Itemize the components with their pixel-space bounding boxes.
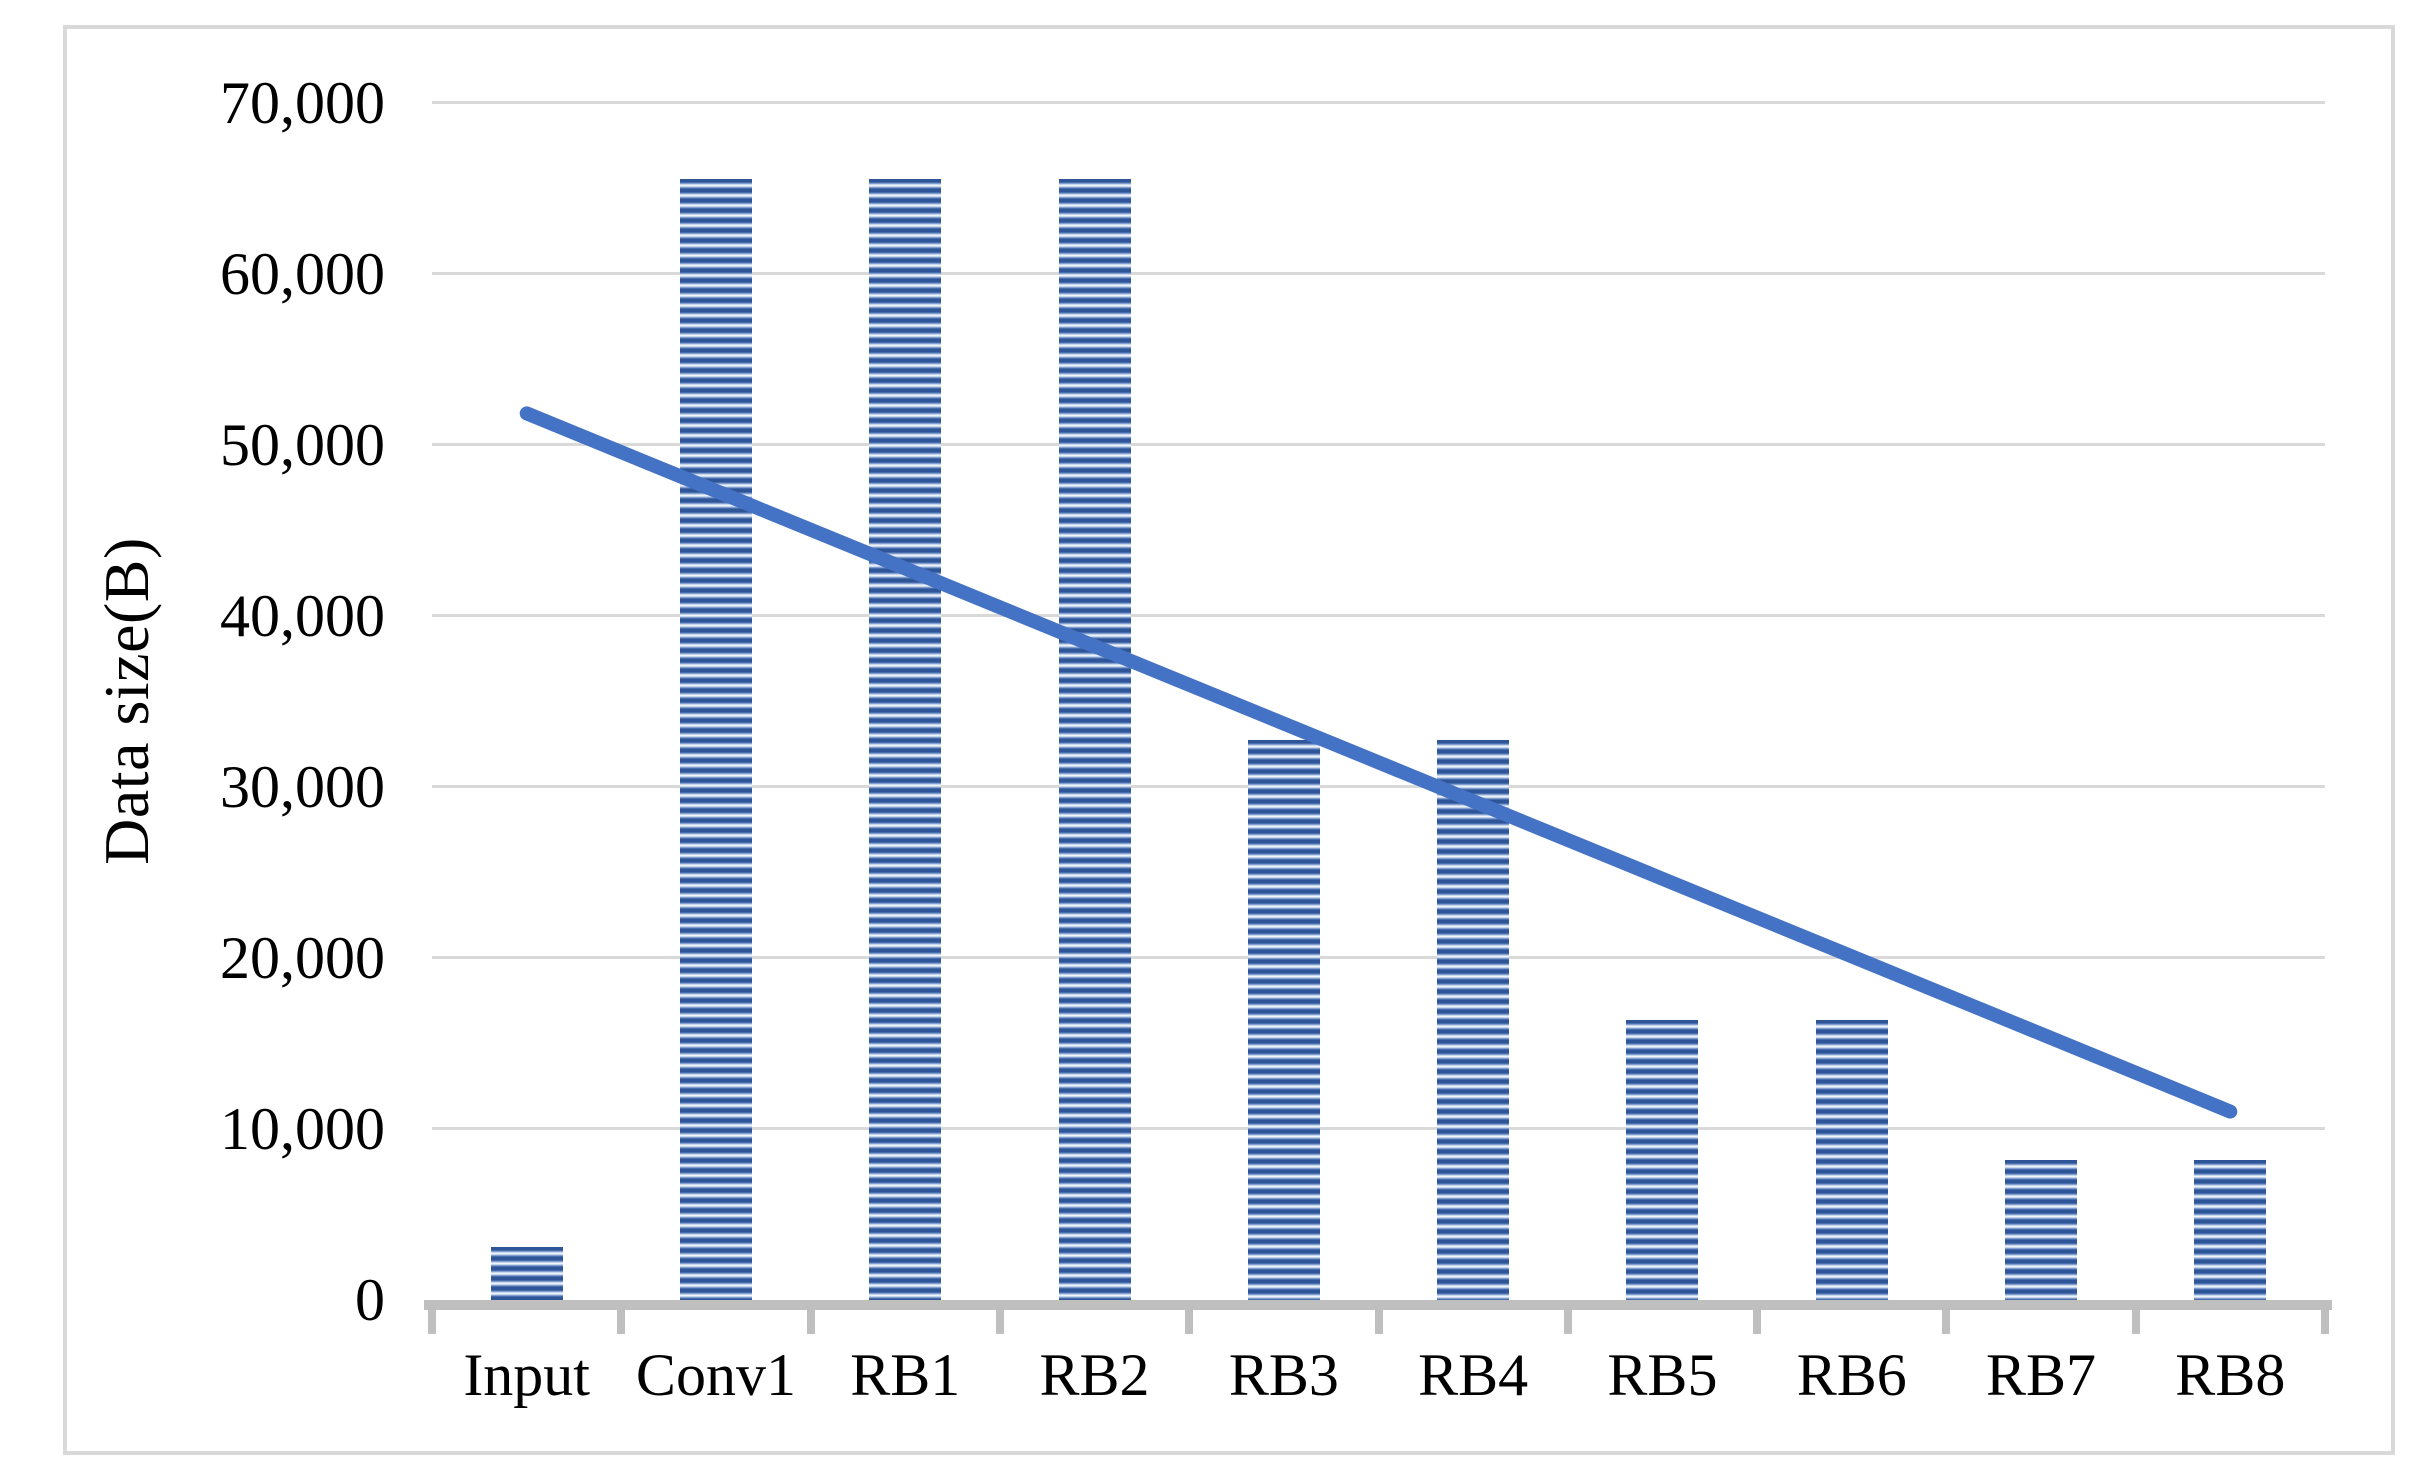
y-tick-label-20,000: 20,000 <box>220 925 385 991</box>
x-axis-tick <box>428 1300 436 1334</box>
x-axis-ticks <box>428 1300 2329 1334</box>
x-tick-label-rb1: RB1 <box>850 1342 961 1408</box>
x-axis-tick <box>1753 1300 1762 1334</box>
y-tick-label-0: 0 <box>355 1267 385 1333</box>
bar-cell-input <box>432 103 621 1300</box>
x-tick-label-rb6: RB6 <box>1796 1342 1907 1408</box>
bar-rb7 <box>2005 1159 2077 1300</box>
x-tick-label-rb8: RB8 <box>2175 1342 2286 1408</box>
bar-cell-rb5 <box>1568 103 1757 1300</box>
y-tick-label-60,000: 60,000 <box>220 240 385 307</box>
bar-cell-rb2 <box>1000 103 1189 1300</box>
x-tick-label-rb4: RB4 <box>1418 1342 1529 1408</box>
x-axis-tick <box>1185 1300 1194 1334</box>
figure-border <box>63 25 2395 1455</box>
gridline-10,000 <box>432 1127 2325 1131</box>
gridlines <box>432 101 2325 1300</box>
bar-cell-rb3 <box>1189 103 1378 1300</box>
bar-cell-rb4 <box>1378 103 1567 1300</box>
x-axis-tick <box>2131 1300 2140 1334</box>
gridline-20,000 <box>432 956 2325 960</box>
x-axis-tick <box>995 1300 1004 1334</box>
bar-rb8 <box>2194 1159 2267 1300</box>
gridline-50,000 <box>432 443 2325 446</box>
bar-cell-rb7 <box>1946 103 2135 1300</box>
x-tick-label-rb3: RB3 <box>1228 1342 1339 1408</box>
bar-conv1 <box>679 179 752 1300</box>
bar-rb5 <box>1626 1019 1699 1300</box>
bar-rb2 <box>1058 179 1131 1300</box>
y-tick-label-10,000: 10,000 <box>220 1096 385 1162</box>
x-tick-label-conv1: Conv1 <box>635 1342 796 1408</box>
gridline-70,000 <box>432 101 2325 104</box>
bar-rb1 <box>869 179 942 1300</box>
y-tick-label-50,000: 50,000 <box>220 411 385 478</box>
y-tick-label-70,000: 70,000 <box>220 70 385 136</box>
bar-rb3 <box>1247 739 1320 1300</box>
y-axis-tick-labels: 0 10,000 20,000 30,000 40,000 50,000 60,000 70,… <box>95 70 385 1333</box>
x-tick-label-rb2: RB2 <box>1039 1342 1150 1408</box>
bar-cell-rb1 <box>811 103 1000 1300</box>
gridline-30,000 <box>432 785 2325 788</box>
bar-cell-rb8 <box>2136 103 2325 1300</box>
gridline-40,000 <box>432 614 2325 618</box>
x-axis-tick-labels: Input Conv1 RB1 RB2 RB3 RB4 RB5 RB6 RB7 RB8 <box>432 1342 2325 1408</box>
bar-cell-conv1 <box>621 103 810 1300</box>
x-tick-label-rb5: RB5 <box>1607 1342 1718 1408</box>
bar-cell-rb6 <box>1757 103 1946 1300</box>
y-tick-label-30,000: 30,000 <box>220 753 385 820</box>
x-axis-tick <box>1563 1300 1572 1334</box>
x-tick-label-rb7: RB7 <box>1986 1342 2097 1408</box>
x-axis-tick <box>617 1300 626 1334</box>
x-tick-label-input: Input <box>463 1342 590 1408</box>
plot-area <box>432 101 2325 1300</box>
x-axis-tick <box>806 1300 815 1334</box>
bar-rb6 <box>1815 1019 1888 1300</box>
bar-series <box>432 103 2325 1300</box>
x-axis-tick <box>1942 1300 1951 1334</box>
bar-input <box>490 1247 563 1300</box>
x-axis-tick <box>1374 1300 1383 1334</box>
gridline-60,000 <box>432 272 2325 275</box>
y-tick-label-40,000: 40,000 <box>220 583 385 649</box>
x-axis-tick <box>2321 1300 2329 1334</box>
trendline-layer <box>519 406 2238 1119</box>
bar-rb4 <box>1437 739 1510 1300</box>
trendline <box>519 406 2238 1119</box>
